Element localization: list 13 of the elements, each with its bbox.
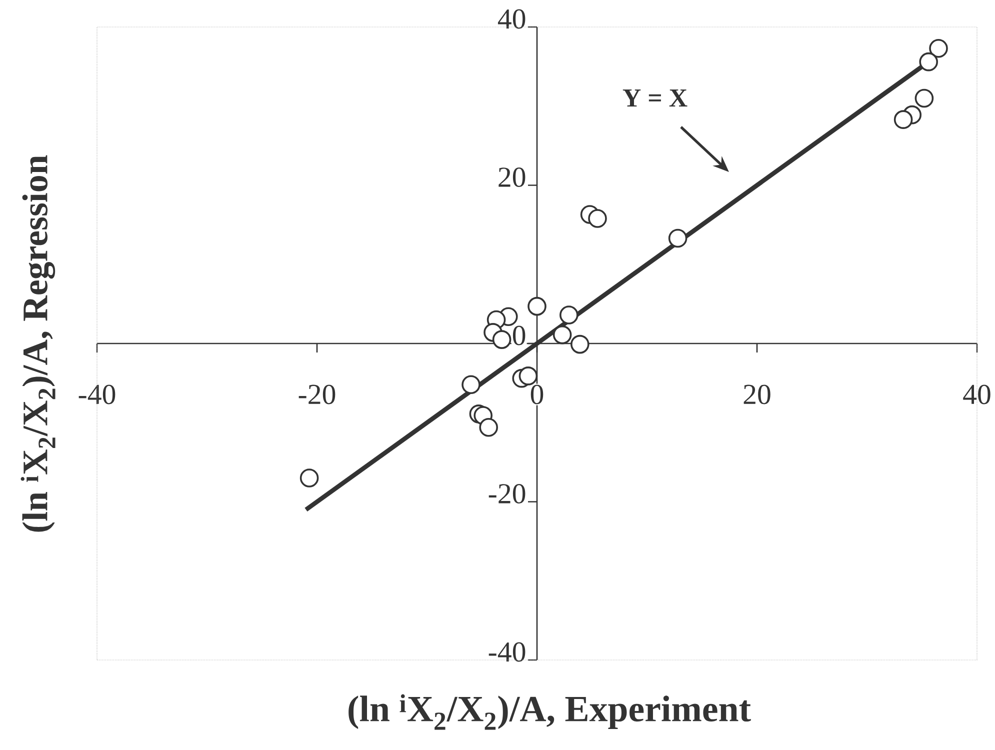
y-axis-title: (ln $^{i}$X$_{2}$/X$_{2}$)/A, Regression [20, 155, 56, 532]
x-tick-label: 40 [963, 384, 990, 404]
y-tick-label: 20 [498, 167, 526, 187]
x-tick-label: 0 [530, 384, 544, 404]
x-tick-label: -20 [298, 384, 336, 404]
y-tick-label: 40 [498, 9, 526, 29]
y-tick-label: -40 [488, 642, 526, 662]
x-tick-label: -40 [78, 384, 116, 404]
y-tick-label: 0 [512, 326, 526, 346]
annotation: Y = X [622, 90, 688, 106]
x-tick-label: 20 [744, 384, 770, 404]
y-tick-label: -20 [488, 484, 526, 504]
x-axis-title: (ln $^{i}$X$_{2}$/X$_{2}$)/A, Experiment [348, 694, 751, 730]
